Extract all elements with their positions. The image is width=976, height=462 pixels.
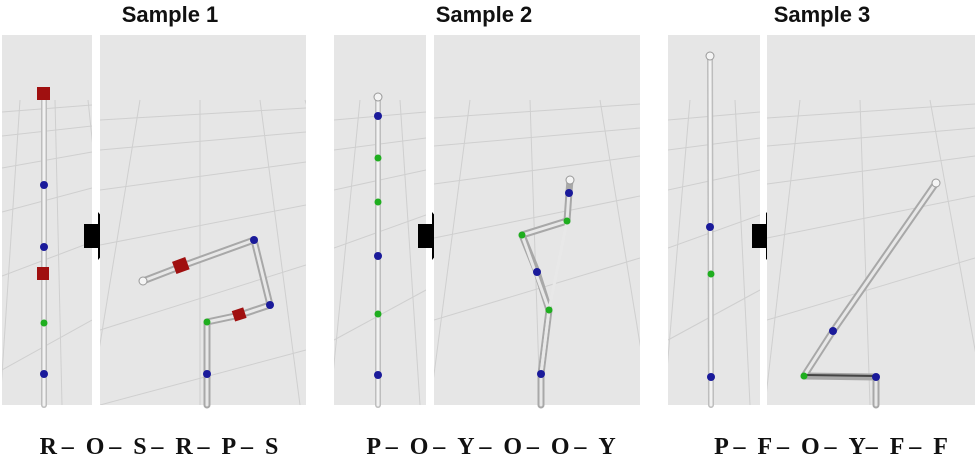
joint-p-icon xyxy=(374,310,382,318)
joint-p-icon xyxy=(545,306,553,314)
joint-y-icon xyxy=(565,189,573,197)
sample-2-initial-panel xyxy=(334,35,426,408)
sample-3-joint-sequence: P – F – O – Y– F – F xyxy=(714,434,948,460)
joint-p-icon xyxy=(707,270,715,278)
sample-1-initial-robot xyxy=(37,87,50,408)
joint-y-icon xyxy=(266,301,274,309)
joint-r-icon xyxy=(231,307,247,322)
joint-y-icon xyxy=(250,236,258,244)
sample-3-final-robot xyxy=(800,178,941,409)
joint-p-icon xyxy=(518,231,526,239)
joint-y-icon xyxy=(40,181,48,189)
joint-y-icon xyxy=(374,252,382,260)
joint-p-icon xyxy=(374,154,382,162)
joint-r-icon xyxy=(172,257,190,275)
joint-y-icon xyxy=(872,373,880,381)
sample-1-joint-sequence: R – O – S – R – P – S xyxy=(39,434,279,460)
sample-2-final-panel xyxy=(434,35,640,409)
joint-y-icon xyxy=(374,112,382,120)
joint-p-icon xyxy=(563,217,571,225)
sample-3-initial-panel xyxy=(668,35,760,408)
joint-r-icon xyxy=(37,87,50,100)
joint-p-icon xyxy=(203,318,211,326)
sample-1-initial-panel xyxy=(2,35,92,408)
joint-y-icon xyxy=(829,327,837,335)
joint-y-icon xyxy=(203,370,211,378)
sample-2-joint-sequence: P – O – Y – O – O – Y xyxy=(366,434,616,460)
sample-2-title: Sample 2 xyxy=(435,2,533,27)
joint-y-icon xyxy=(40,243,48,251)
joint-y-icon xyxy=(40,370,48,378)
joint-y-icon xyxy=(706,223,714,231)
joint-p-icon xyxy=(40,319,48,327)
joint-y-icon xyxy=(533,268,541,276)
joint-y-icon xyxy=(537,370,545,378)
joint-r-icon xyxy=(37,267,49,280)
sample-2-final-robot xyxy=(518,175,575,409)
joint-p-icon xyxy=(800,372,808,380)
sample-1-final-robot xyxy=(138,236,274,409)
joint-y-icon xyxy=(374,371,382,379)
joint-y-icon xyxy=(707,373,715,381)
sample-3-title: Sample 3 xyxy=(773,2,871,27)
robot-configurations-figure xyxy=(2,35,975,409)
sample-3-final-panel xyxy=(767,35,975,409)
sample-3-initial-robot xyxy=(705,51,715,408)
sample-2-initial-robot xyxy=(373,92,383,408)
sample-1-title: Sample 1 xyxy=(121,2,219,27)
sample-1-final-panel xyxy=(100,35,306,409)
joint-p-icon xyxy=(374,198,382,206)
